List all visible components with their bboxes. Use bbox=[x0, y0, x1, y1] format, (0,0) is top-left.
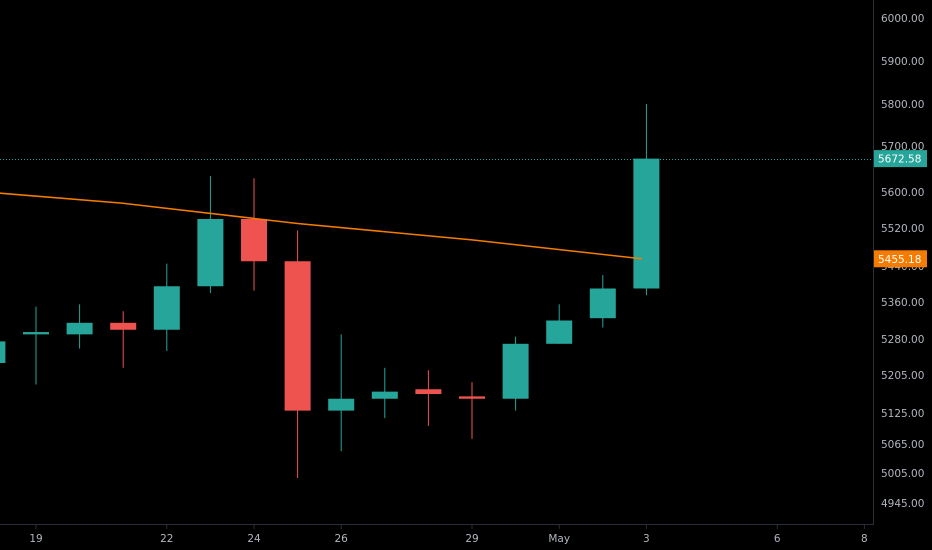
candle-body bbox=[459, 396, 485, 399]
time-tick-label: 19 bbox=[29, 533, 42, 545]
time-tick-label: 22 bbox=[160, 533, 173, 545]
candle-body bbox=[0, 341, 6, 363]
price-tick-label: 5520.00 bbox=[881, 223, 924, 235]
candle[interactable] bbox=[284, 230, 311, 478]
time-tick-label: 24 bbox=[247, 533, 261, 545]
candle-body bbox=[371, 391, 398, 399]
candle[interactable] bbox=[546, 304, 573, 344]
candle-body bbox=[241, 219, 267, 262]
candle-body bbox=[197, 219, 224, 287]
price-axis[interactable]: 6000.00 5900.00 5800.00 5700.00 5600.00 5520.… bbox=[881, 13, 924, 510]
candle-body bbox=[633, 158, 660, 289]
candle[interactable] bbox=[589, 275, 616, 328]
price-tick-label: 5900.00 bbox=[881, 56, 924, 68]
moving-average-badge: 5455.18 bbox=[874, 250, 927, 268]
candle[interactable] bbox=[633, 104, 660, 296]
last-price-badge: 5672.58 bbox=[874, 150, 927, 168]
moving-average-layer bbox=[0, 192, 643, 260]
candle-body bbox=[415, 389, 442, 394]
price-tick-label: 5700.00 bbox=[881, 141, 924, 153]
time-tick-label: 26 bbox=[335, 533, 349, 545]
price-tick-label: 5280.00 bbox=[881, 334, 924, 346]
candle[interactable] bbox=[502, 336, 529, 411]
candle-body bbox=[284, 261, 311, 411]
candle[interactable] bbox=[459, 382, 485, 439]
time-axis[interactable]: 19 22 24 26 29 May 3 6 8 bbox=[29, 525, 868, 545]
price-tick-label: 5205.00 bbox=[881, 370, 924, 382]
price-badges: 5672.58 5455.18 bbox=[874, 150, 927, 268]
candle[interactable] bbox=[328, 334, 355, 452]
candle[interactable] bbox=[66, 304, 93, 349]
price-tick-label: 5005.00 bbox=[881, 468, 924, 480]
price-tick-label: 6000.00 bbox=[881, 13, 924, 25]
candle[interactable] bbox=[241, 178, 267, 291]
time-tick-label: May bbox=[548, 533, 570, 545]
candle-body bbox=[23, 332, 49, 335]
last-price-badge-background bbox=[874, 150, 927, 168]
candle-body bbox=[546, 320, 573, 344]
candle[interactable] bbox=[197, 175, 224, 293]
candle-body bbox=[589, 288, 616, 319]
candle-body bbox=[502, 343, 529, 399]
candle-body bbox=[328, 398, 355, 411]
last-price-badge-text: 5672.58 bbox=[878, 154, 921, 166]
price-tick-label: 5800.00 bbox=[881, 99, 924, 111]
time-tick-label: 29 bbox=[465, 533, 478, 545]
candle-body bbox=[153, 286, 180, 330]
moving-average-line bbox=[0, 192, 643, 260]
price-tick-label: 4945.00 bbox=[881, 498, 924, 510]
candle-body bbox=[66, 322, 93, 335]
moving-average-badge-background bbox=[874, 250, 927, 268]
candle[interactable] bbox=[0, 339, 6, 365]
moving-average-badge-text: 5455.18 bbox=[878, 254, 921, 266]
price-tick-label: 5125.00 bbox=[881, 408, 924, 420]
candle-body bbox=[110, 322, 137, 330]
price-tick-label: 5360.00 bbox=[881, 297, 924, 309]
candle[interactable] bbox=[415, 370, 442, 426]
time-tick-label: 8 bbox=[861, 533, 868, 545]
price-tick-label: 5600.00 bbox=[881, 187, 924, 199]
candle[interactable] bbox=[23, 306, 49, 385]
candle[interactable] bbox=[110, 311, 137, 368]
candles-layer bbox=[0, 104, 660, 478]
price-tick-label: 5065.00 bbox=[881, 439, 924, 451]
time-tick-label: 3 bbox=[643, 533, 650, 545]
candle[interactable] bbox=[371, 367, 398, 419]
time-tick-label: 6 bbox=[774, 533, 781, 545]
candle[interactable] bbox=[153, 263, 180, 351]
